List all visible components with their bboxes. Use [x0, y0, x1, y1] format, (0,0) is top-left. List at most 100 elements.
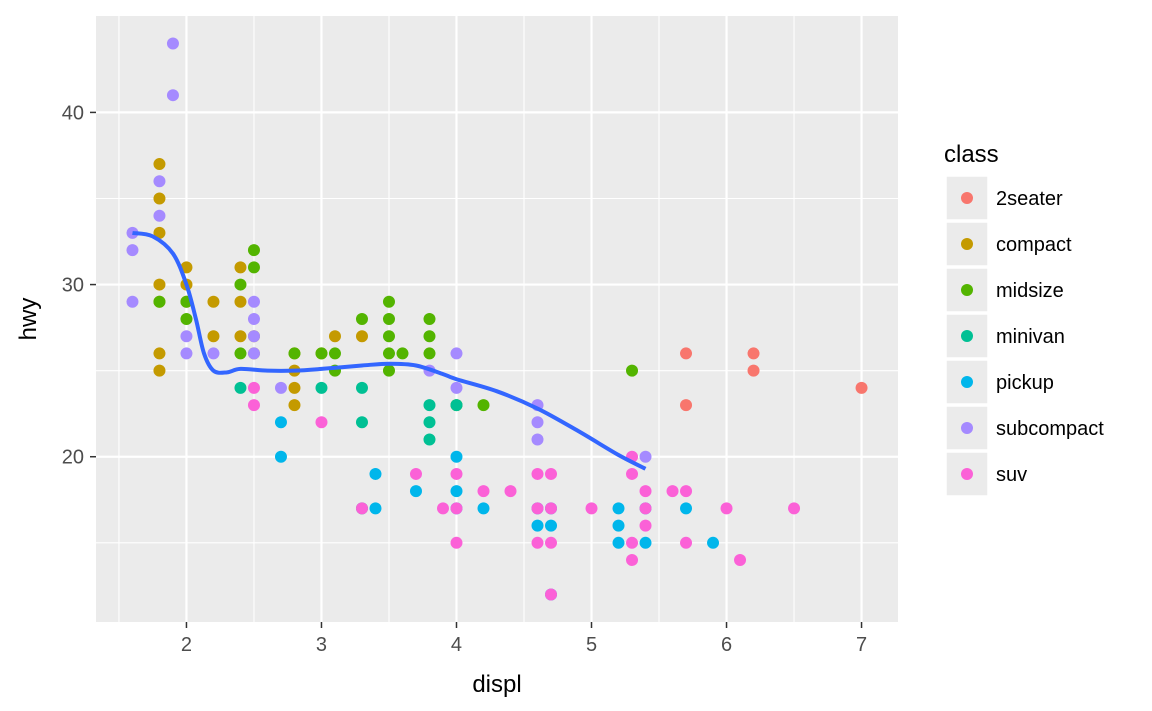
point-subcompact: [247, 330, 260, 343]
point-minivan: [450, 399, 463, 412]
point-midsize: [382, 364, 395, 377]
point-suv: [585, 502, 598, 515]
legend-label-minivan: minivan: [996, 326, 1065, 348]
point-2seater: [855, 381, 868, 394]
point-midsize: [180, 313, 193, 325]
point-suv: [477, 485, 490, 498]
point-compact: [180, 261, 193, 274]
point-midsize: [382, 347, 395, 360]
point-suv: [639, 519, 652, 532]
point-pickup: [612, 502, 625, 515]
point-suv: [639, 502, 652, 515]
legend-key-dot: [961, 422, 973, 434]
point-compact: [153, 192, 166, 205]
point-subcompact: [153, 175, 166, 188]
legend-key-dot: [961, 238, 973, 250]
point-midsize: [423, 347, 436, 360]
point-suv: [680, 536, 693, 549]
y-tick-label: 40: [62, 102, 84, 124]
point-compact: [234, 330, 247, 343]
point-midsize: [247, 244, 260, 257]
point-2seater: [680, 347, 693, 360]
point-subcompact: [180, 347, 193, 360]
x-tick-label: 7: [856, 634, 867, 656]
smooth-trend-line: [132, 230, 647, 471]
point-minivan: [423, 433, 436, 446]
x-axis: 2 3 4 5 6 7: [181, 622, 867, 656]
point-suv: [531, 502, 544, 515]
data-points: [126, 37, 868, 601]
point-subcompact: [247, 313, 260, 325]
legend-key-dot: [961, 468, 973, 480]
point-compact: [207, 295, 220, 308]
point-suv: [734, 554, 747, 567]
point-compact: [153, 226, 166, 239]
point-pickup: [450, 450, 463, 463]
point-2seater: [747, 347, 760, 360]
point-2seater: [747, 364, 760, 377]
point-compact: [207, 330, 220, 343]
point-compact: [153, 347, 166, 360]
point-pickup: [450, 485, 463, 498]
point-suv: [450, 502, 463, 515]
y-tick-label: 30: [62, 275, 84, 297]
point-suv: [355, 502, 368, 515]
point-compact: [153, 364, 166, 377]
legend-label-pickup: pickup: [996, 372, 1054, 394]
legend-key-dot: [961, 376, 973, 388]
point-suv: [436, 502, 449, 515]
point-minivan: [423, 399, 436, 412]
point-midsize: [382, 330, 395, 343]
point-pickup: [612, 536, 625, 549]
major-gridlines: [96, 16, 898, 622]
point-minivan: [423, 416, 436, 429]
point-midsize: [355, 313, 368, 325]
point-suv: [626, 536, 639, 549]
point-suv: [531, 536, 544, 549]
point-subcompact: [639, 450, 652, 463]
point-suv: [788, 502, 801, 515]
point-suv: [450, 536, 463, 549]
x-tick-label: 5: [586, 634, 597, 656]
point-midsize: [423, 313, 436, 325]
legend-key-dot: [961, 330, 973, 342]
point-subcompact: [274, 381, 287, 394]
point-midsize: [288, 347, 301, 360]
point-pickup: [612, 519, 625, 532]
point-midsize: [234, 278, 247, 291]
x-tick-label: 3: [316, 634, 327, 656]
y-tick-label: 20: [62, 447, 84, 469]
point-midsize: [328, 347, 341, 360]
point-subcompact: [153, 209, 166, 222]
point-suv: [531, 467, 544, 480]
point-suv: [504, 485, 517, 498]
y-axis: 20 30 40: [62, 102, 96, 469]
point-subcompact: [207, 347, 220, 360]
point-suv: [666, 485, 679, 498]
point-compact: [153, 278, 166, 291]
point-compact: [355, 330, 368, 343]
legend-label-midsize: midsize: [996, 280, 1064, 302]
point-suv: [247, 381, 260, 394]
point-subcompact: [166, 89, 179, 102]
point-midsize: [234, 347, 247, 360]
legend-items: 2seater compact midsize minivan pickup subcom…: [945, 175, 1104, 497]
point-midsize: [315, 347, 328, 360]
point-midsize: [382, 295, 395, 308]
point-suv: [545, 467, 558, 480]
point-pickup: [369, 467, 382, 480]
point-subcompact: [126, 244, 139, 257]
point-compact: [153, 158, 166, 171]
legend-key-dot: [961, 284, 973, 296]
point-subcompact: [450, 381, 463, 394]
point-minivan: [234, 381, 247, 394]
point-subcompact: [531, 433, 544, 446]
point-pickup: [369, 502, 382, 515]
point-subcompact: [247, 295, 260, 308]
point-pickup: [707, 536, 720, 549]
legend-label-subcompact: subcompact: [996, 418, 1104, 440]
point-compact: [328, 330, 341, 343]
point-compact: [288, 381, 301, 394]
point-pickup: [639, 536, 652, 549]
